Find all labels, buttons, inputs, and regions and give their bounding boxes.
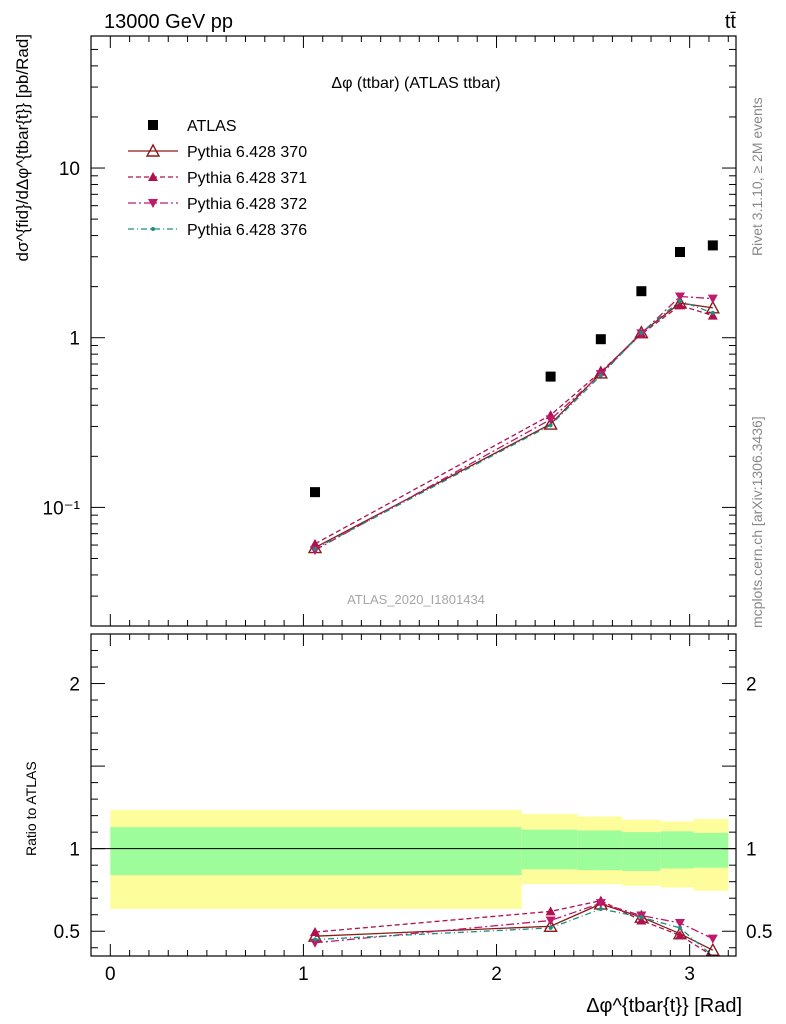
mc-point-4-2 <box>598 373 603 378</box>
y-axis-label: dσ^{fid}/dΔφ^{tbar{t}} [pb/Rad] <box>13 34 32 261</box>
data-point-0 <box>310 487 321 498</box>
mc-point-4-5 <box>710 310 715 315</box>
inner-band-bin-3 <box>622 832 661 871</box>
ratio-series-layer <box>307 895 721 957</box>
ratio-tick-label-right-2: 2 <box>746 675 757 696</box>
mc-point-2-4 <box>674 300 685 310</box>
mc-point-4-1 <box>548 423 553 428</box>
ratio-point-2-4 <box>674 930 685 940</box>
mc-point-4-3 <box>639 330 644 335</box>
ratio-point-4-1 <box>548 925 553 930</box>
ratio-point-3-2 <box>595 899 606 909</box>
ratio-point-3-5 <box>707 934 718 944</box>
mc-point-3-5 <box>707 294 718 304</box>
rivet-version-label: Rivet 3.1.10, ≥ 2M events <box>749 97 765 256</box>
ratio-frame <box>90 633 737 957</box>
legend: ATLAS Pythia 6.428 370 Pythia 6.428 371 Pyt… <box>128 118 307 239</box>
mc-point-3-1 <box>545 415 556 425</box>
data-point-4 <box>674 247 685 258</box>
ratio-point-3-0 <box>310 938 321 948</box>
x-tick-label-1: 1 <box>298 964 309 985</box>
legend-label-1: Pythia 6.428 370 <box>187 144 307 161</box>
ratio-line-3 <box>314 902 714 944</box>
x-tick-label-2: 2 <box>491 964 502 985</box>
data-point-3 <box>636 286 647 297</box>
ratio-tick-label-left-1: 1 <box>69 840 80 861</box>
data-point-2 <box>595 334 606 345</box>
inner-band-bin-5 <box>693 832 729 868</box>
ratio-tick-label-right-0.5: 0.5 <box>746 922 772 943</box>
mcplots-source-label: mcplots.cern.ch [arXiv:1306.3436] <box>749 416 765 628</box>
legend-marker-4 <box>151 227 155 231</box>
mc-point-3-4 <box>674 292 685 302</box>
ratio-point-3-4 <box>674 918 685 928</box>
mc-line-3 <box>314 295 713 551</box>
mc-line-4 <box>314 300 714 550</box>
ratio-tick-label-left-2: 2 <box>69 675 80 696</box>
main-series-layer <box>307 240 721 556</box>
legend-marker-0 <box>148 120 158 130</box>
legend-marker-2 <box>148 172 158 181</box>
ratio-line-2 <box>314 899 714 957</box>
main-frame <box>90 35 737 627</box>
ratio-point-3-1 <box>545 916 556 926</box>
mc-point-1-1 <box>543 416 558 430</box>
ratio-bands <box>91 809 736 909</box>
axes: 0 1 2 3 10⁻¹ 1 10 0.5 0.5 1 1 2 2 <box>43 35 772 985</box>
y-tick-label-1: 1 <box>69 329 80 350</box>
x-axis-label: Δφ^{tbar{t}} [Rad] <box>586 995 742 1017</box>
ratio-point-4-2 <box>598 906 603 911</box>
data-point-1 <box>545 371 556 382</box>
legend-label-2: Pythia 6.428 371 <box>187 170 307 187</box>
process-label: tt̄ <box>725 11 737 33</box>
inner-band-bin-2 <box>577 830 623 871</box>
ratio-point-2-0 <box>310 927 321 937</box>
ratio-point-1-1 <box>543 918 558 932</box>
y-tick-label-0.1: 10⁻¹ <box>43 498 81 519</box>
plot-title: Δφ (ttbar) (ATLAS ttbar) <box>331 75 500 92</box>
x-tick-label-0: 0 <box>105 964 116 985</box>
legend-label-0: ATLAS <box>187 118 237 135</box>
ratio-point-1-5 <box>705 942 721 956</box>
mc-point-4-4 <box>677 298 682 303</box>
inner-band-bin-4 <box>660 831 694 869</box>
y-tick-label-10: 10 <box>59 159 80 180</box>
mc-point-2-0 <box>310 538 321 548</box>
legend-marker-1 <box>145 143 161 157</box>
ratio-tick-label-right-1: 1 <box>746 840 757 861</box>
inner-band-bin-0 <box>110 827 522 876</box>
ratio-axis-label: Ratio to ATLAS <box>23 761 39 856</box>
ratio-point-4-0 <box>313 937 318 942</box>
legend-marker-3 <box>148 199 158 208</box>
ratio-point-4-4 <box>677 925 682 930</box>
mc-point-2-5 <box>707 310 718 320</box>
inner-band-bin-1 <box>521 829 578 870</box>
legend-label-4: Pythia 6.428 376 <box>187 222 307 239</box>
data-point-5 <box>707 240 718 251</box>
ratio-point-2-1 <box>545 906 556 916</box>
ratio-tick-label-left-0.5: 0.5 <box>54 922 80 943</box>
x-tick-label-3: 3 <box>684 964 695 985</box>
mc-point-4-0 <box>313 546 318 551</box>
ratio-point-4-3 <box>639 915 644 920</box>
ratio-line-4 <box>314 908 714 957</box>
analysis-watermark: ATLAS_2020_I1801434 <box>347 592 485 607</box>
legend-label-3: Pythia 6.428 372 <box>187 196 307 213</box>
energy-label: 13000 GeV pp <box>104 11 233 33</box>
